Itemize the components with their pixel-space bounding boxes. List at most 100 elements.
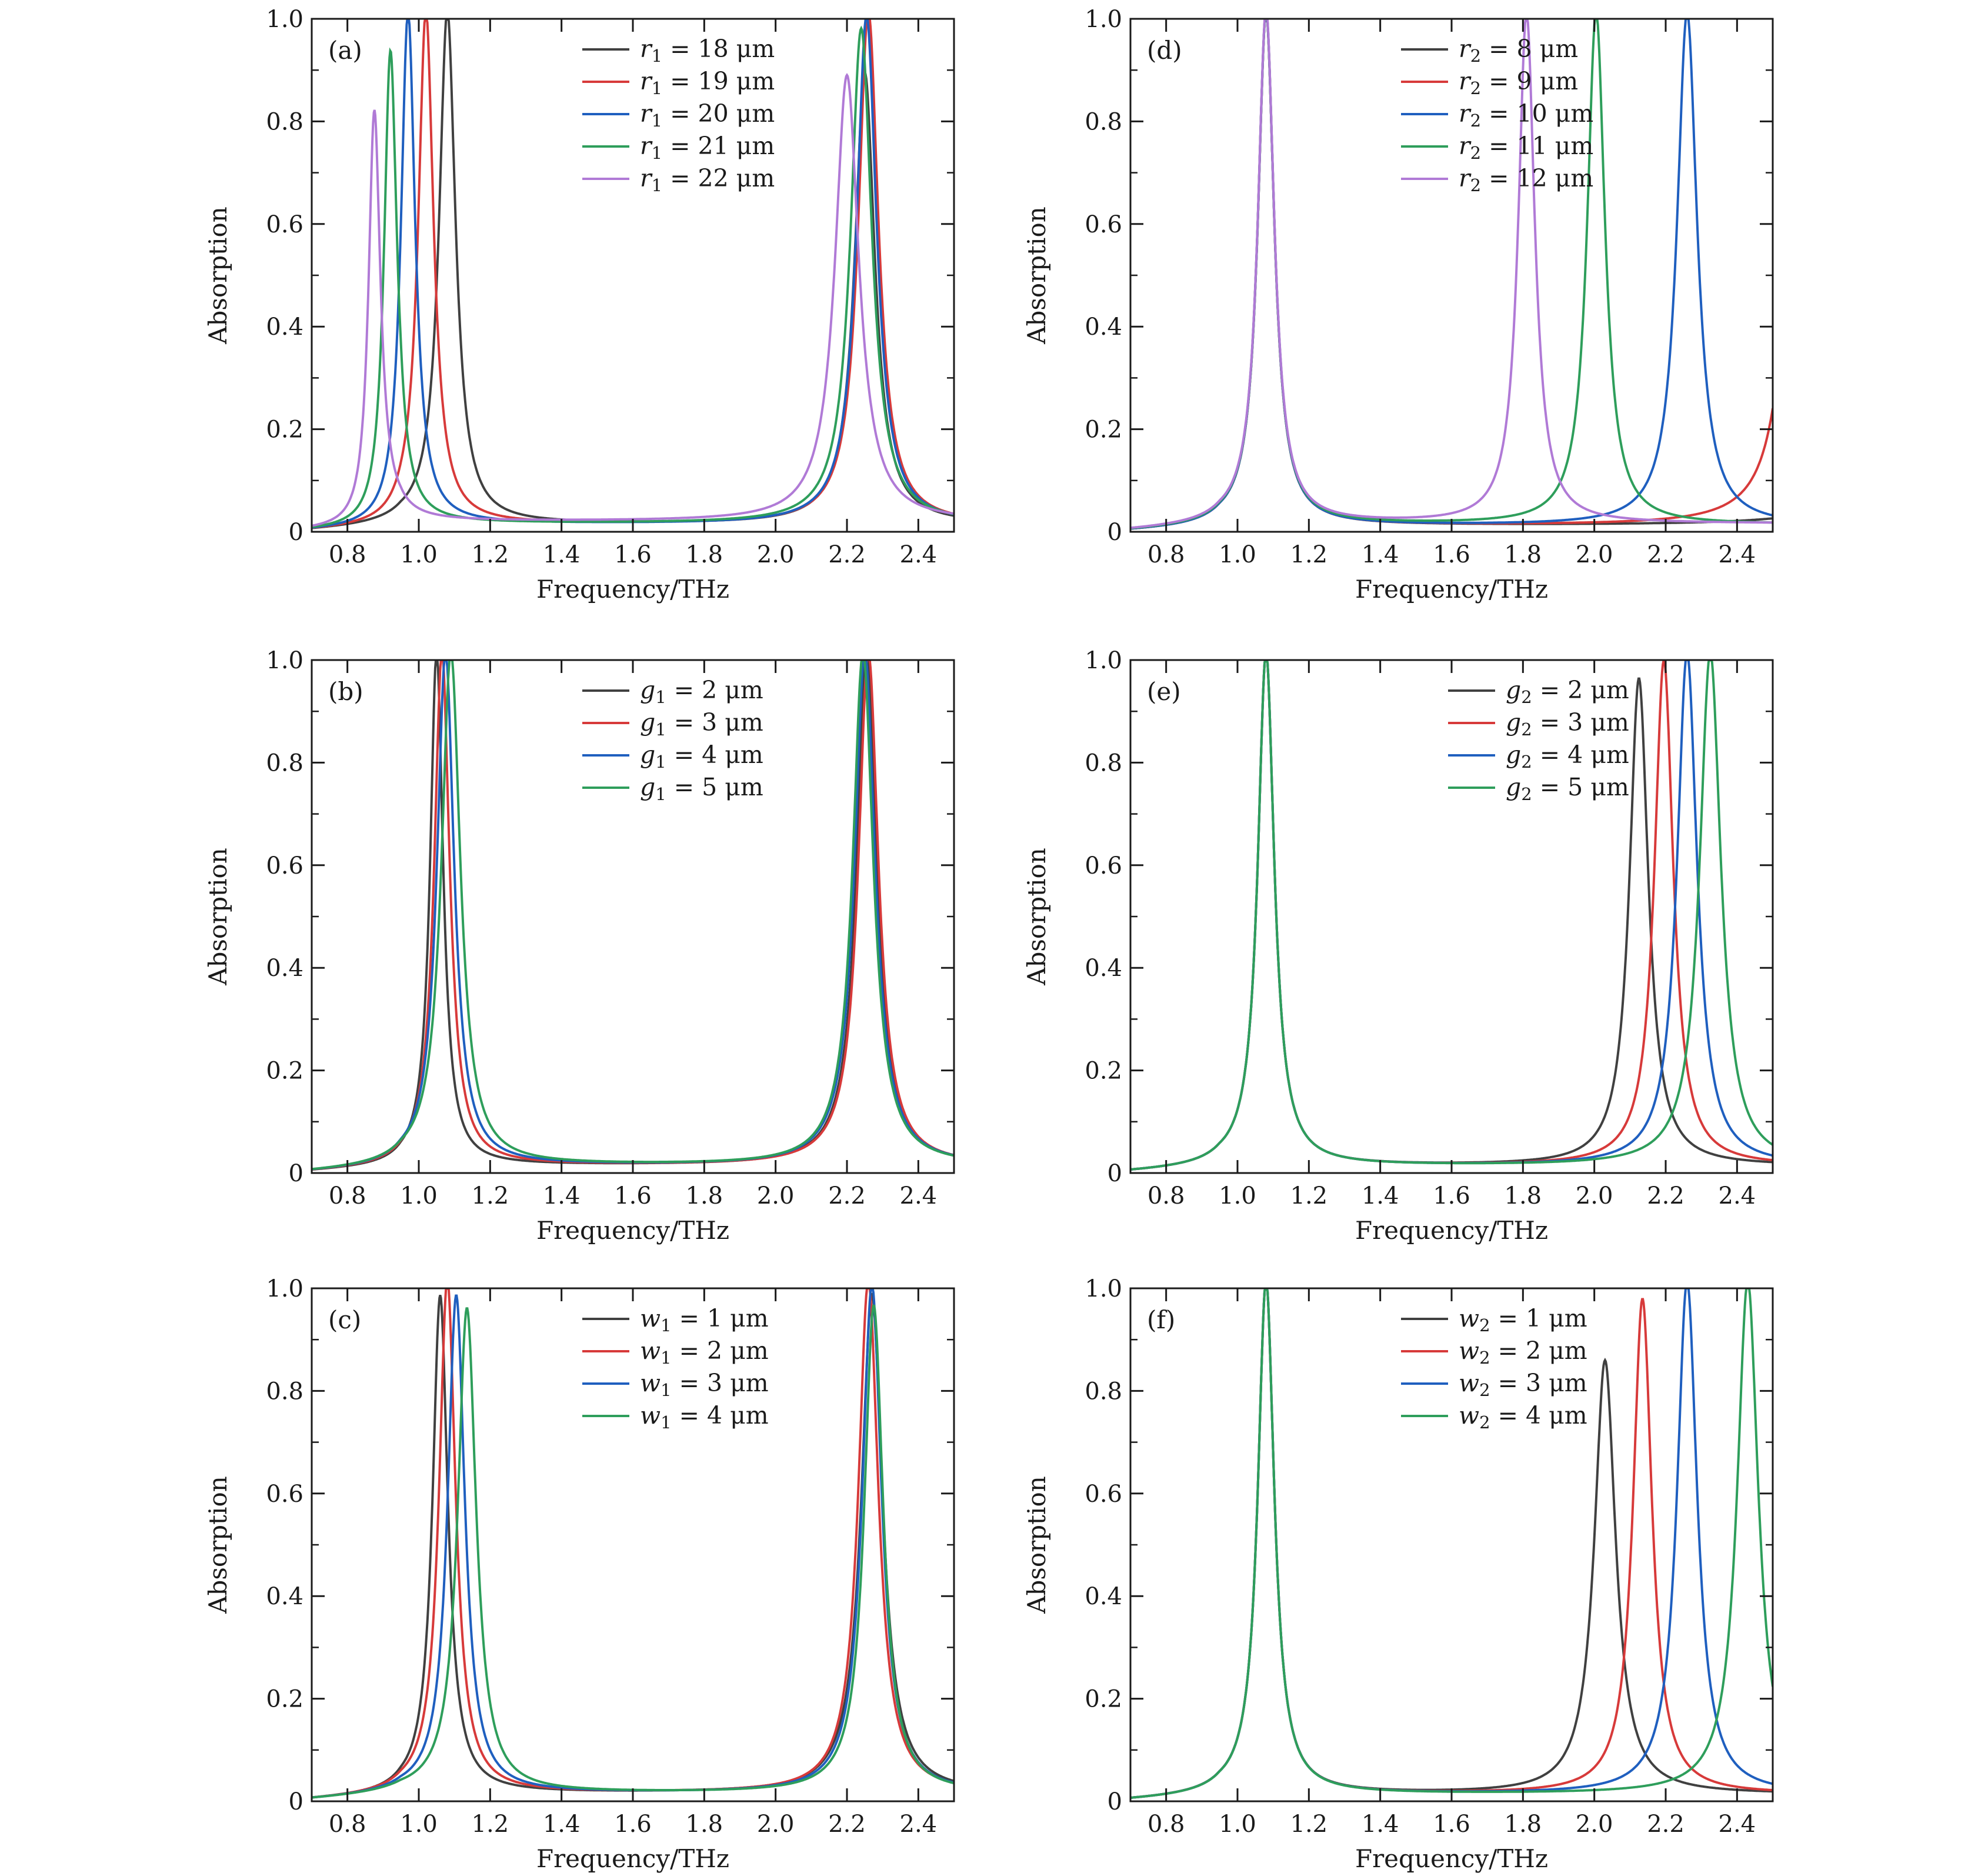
series-line-3 — [312, 19, 954, 529]
x-tick-label: 2.4 — [1719, 1182, 1756, 1209]
plot-frame — [1129, 18, 1774, 533]
x-tick-label: 0.8 — [1148, 1811, 1185, 1838]
y-tick-label: 0.4 — [266, 314, 303, 341]
series-line-2 — [1130, 1288, 1773, 1799]
x-tick-label: 1.8 — [686, 1811, 723, 1838]
panel-label: (a) — [328, 36, 362, 65]
x-tick-label: 0.8 — [329, 1811, 366, 1838]
y-tick-label: 0.8 — [1085, 1378, 1122, 1405]
y-tick-label: 0.2 — [1085, 1686, 1122, 1713]
x-axis-title: Frequency/THz — [536, 1844, 729, 1873]
y-tick-label: 1.0 — [266, 6, 303, 33]
legend-entry: g2 = 3 μm — [1506, 708, 1629, 739]
x-tick-label: 1.4 — [1362, 1182, 1399, 1209]
legend-entry: g1 = 2 μm — [640, 676, 763, 707]
legend-entry: g1 = 3 μm — [640, 708, 763, 739]
series-line-5 — [1130, 19, 1773, 529]
y-tick-label: 0.8 — [266, 108, 303, 135]
x-axis-title: Frequency/THz — [1355, 575, 1548, 604]
chart-panel-c: 0.8 1.0 1.2 1.4 1.6 1.8 2.0 2.2 2.4 0 0.2 0.4 0.6 0.8… — [204, 1275, 955, 1873]
legend-entry: r1 = 21 μm — [640, 132, 775, 163]
x-tick-label: 1.2 — [1290, 541, 1328, 568]
x-axis-title: Frequency/THz — [1355, 1216, 1548, 1245]
series-line-1 — [1130, 19, 1773, 530]
y-tick-label: 0.6 — [1085, 1481, 1122, 1508]
legend-entry: g2 = 2 μm — [1506, 676, 1629, 707]
y-axis-title: Absorption — [204, 1476, 232, 1614]
panel-label: (b) — [328, 677, 363, 706]
y-tick-label: 0.8 — [266, 749, 303, 777]
series-lines — [312, 660, 954, 1171]
series-lines — [312, 19, 954, 529]
series-line-3 — [1130, 1288, 1773, 1799]
series-lines — [312, 1288, 954, 1799]
x-tick-label: 1.0 — [400, 1182, 438, 1209]
y-tick-label: 0 — [289, 1788, 303, 1815]
plot-frame — [311, 18, 955, 533]
series-line-4 — [312, 25, 954, 528]
series-line-1 — [312, 19, 954, 529]
legend-entry: r2 = 9 μm — [1459, 67, 1578, 98]
series-line-1 — [1130, 1288, 1773, 1799]
y-tick-label: 0 — [1108, 519, 1122, 546]
x-tick-label: 2.2 — [1647, 1811, 1685, 1838]
x-tick-label: 2.2 — [1647, 1182, 1685, 1209]
legend-entry: g1 = 5 μm — [640, 773, 763, 804]
x-tick-label: 1.2 — [1290, 1811, 1328, 1838]
legend-entry: r2 = 11 μm — [1459, 132, 1593, 163]
x-tick-label: 2.2 — [828, 1182, 866, 1209]
x-tick-label: 1.4 — [1362, 541, 1399, 568]
legend-entry: r2 = 12 μm — [1459, 164, 1593, 195]
series-line-4 — [1130, 1288, 1773, 1799]
chart-panel-a: 0.8 1.0 1.2 1.4 1.6 1.8 2.0 2.2 2.4 0 0.2 0.4 0.6 0.8… — [204, 6, 955, 604]
series-line-2 — [1130, 19, 1773, 530]
x-tick-label: 2.4 — [1719, 1811, 1756, 1838]
x-tick-label: 0.8 — [1148, 541, 1185, 568]
x-tick-label: 1.6 — [614, 541, 652, 568]
y-axis-title: Absorption — [1022, 206, 1051, 345]
series-line-2 — [312, 19, 954, 529]
y-axis-title: Absorption — [1022, 848, 1051, 986]
y-tick-label: 0.4 — [266, 1583, 303, 1610]
y-tick-label: 0.4 — [1085, 1583, 1122, 1610]
x-axis-title: Frequency/THz — [536, 1216, 729, 1245]
x-tick-label: 2.0 — [757, 1811, 795, 1838]
legend-entry: w2 = 1 μm — [1459, 1304, 1587, 1335]
y-tick-label: 1.0 — [1085, 6, 1122, 33]
y-tick-label: 0.8 — [1085, 749, 1122, 777]
plot-frame — [311, 1287, 955, 1802]
x-tick-label: 1.0 — [400, 1811, 438, 1838]
x-tick-label: 2.4 — [1719, 541, 1756, 568]
x-tick-label: 1.2 — [1290, 1182, 1328, 1209]
x-tick-label: 0.8 — [329, 1182, 366, 1209]
plot-frame — [1129, 1287, 1774, 1802]
x-tick-label: 1.2 — [472, 1811, 509, 1838]
y-tick-label: 0.2 — [266, 1058, 303, 1085]
legend-entry: r2 = 8 μm — [1459, 35, 1578, 66]
series-line-3 — [312, 1288, 954, 1799]
y-tick-label: 0.6 — [1085, 852, 1122, 879]
y-tick-label: 0.6 — [266, 1481, 303, 1508]
series-line-3 — [1130, 19, 1773, 530]
x-tick-label: 1.4 — [543, 1811, 581, 1838]
y-tick-label: 0.6 — [266, 852, 303, 879]
y-tick-label: 0.4 — [266, 955, 303, 982]
x-tick-label: 1.6 — [1433, 541, 1470, 568]
legend-entry: w1 = 2 μm — [640, 1337, 769, 1368]
legend-entry: w2 = 3 μm — [1459, 1369, 1587, 1400]
x-tick-label: 1.4 — [543, 1182, 581, 1209]
legend-entry: r1 = 22 μm — [640, 164, 775, 195]
y-axis-title: Absorption — [1022, 1476, 1051, 1614]
panel-label: (c) — [328, 1305, 361, 1334]
series-line-5 — [312, 72, 954, 527]
x-tick-label: 0.8 — [1148, 1182, 1185, 1209]
y-tick-label: 0.8 — [1085, 108, 1122, 135]
x-tick-label: 2.4 — [900, 1811, 938, 1838]
x-tick-label: 1.0 — [1219, 1811, 1256, 1838]
x-tick-label: 2.0 — [1576, 1811, 1613, 1838]
y-tick-label: 0.4 — [1085, 314, 1122, 341]
series-lines — [1130, 1288, 1773, 1799]
